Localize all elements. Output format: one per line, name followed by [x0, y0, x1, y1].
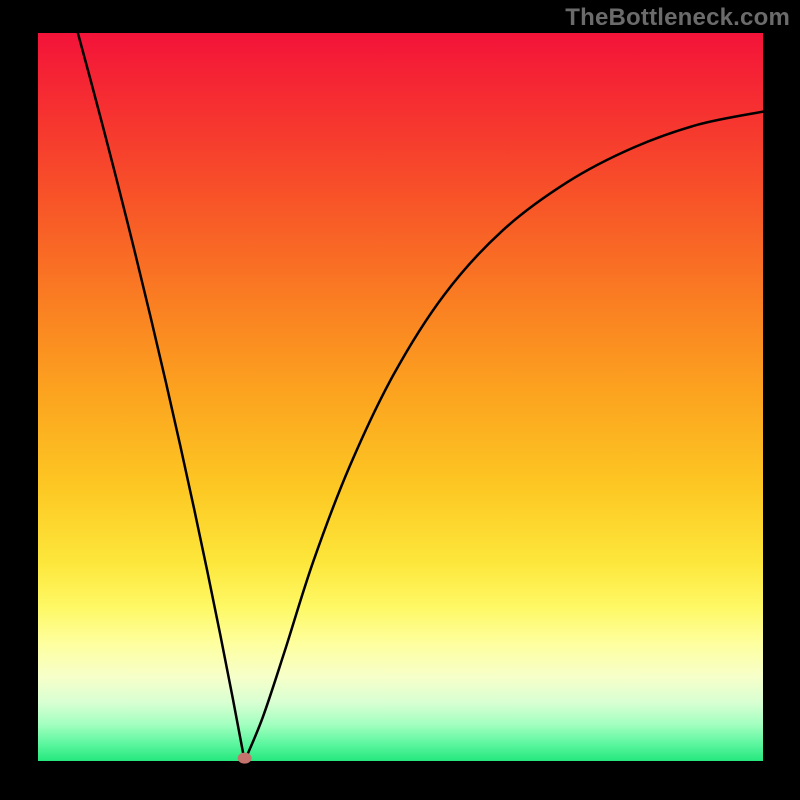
chart-stage: TheBottleneck.com	[0, 0, 800, 800]
chart-svg	[0, 0, 800, 800]
cusp-marker	[238, 753, 252, 764]
plot-background	[38, 33, 763, 761]
watermark-text: TheBottleneck.com	[565, 4, 790, 32]
